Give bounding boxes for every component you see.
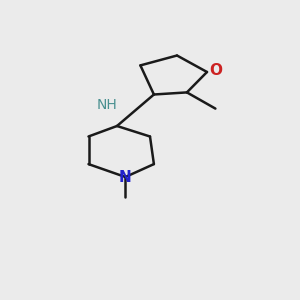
Text: NH: NH: [96, 98, 117, 112]
Text: O: O: [209, 63, 223, 78]
Text: N: N: [119, 169, 132, 184]
